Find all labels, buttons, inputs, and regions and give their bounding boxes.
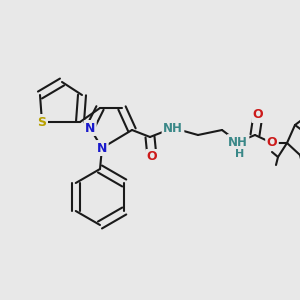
- Text: H: H: [236, 149, 244, 159]
- Text: O: O: [253, 109, 263, 122]
- Text: O: O: [267, 136, 277, 149]
- Text: NH: NH: [163, 122, 183, 134]
- Text: S: S: [38, 116, 46, 128]
- Text: O: O: [147, 151, 157, 164]
- Text: N: N: [85, 122, 95, 134]
- Text: N: N: [97, 142, 107, 154]
- Text: NH: NH: [228, 136, 248, 148]
